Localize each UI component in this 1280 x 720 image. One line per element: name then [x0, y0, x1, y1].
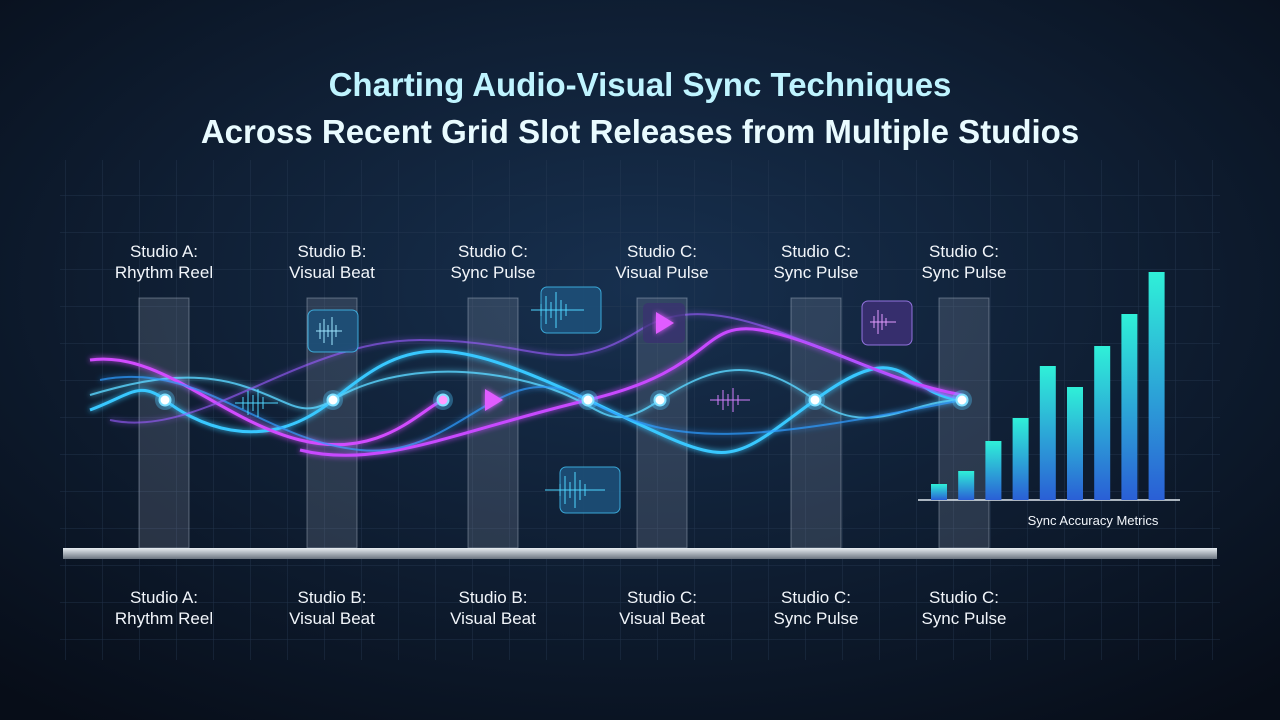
studio-label: Studio C: [627, 242, 697, 261]
studio-label: Studio A: [130, 242, 198, 261]
studio-label: Sync Pulse [773, 609, 858, 628]
title-line: Charting Audio-Visual Sync Techniques [329, 66, 952, 103]
node [436, 393, 450, 407]
studio-label: Sync Pulse [773, 263, 858, 282]
slot-column [938, 297, 990, 549]
bar [1067, 387, 1083, 500]
node [326, 393, 340, 407]
studio-label: Studio B: [298, 242, 367, 261]
bar [931, 484, 947, 500]
studio-label: Visual Beat [450, 609, 536, 628]
studio-labels: Studio A: Rhythm Reel Studio B: Visual Beat… [115, 242, 1007, 628]
node [808, 393, 822, 407]
bar [1148, 272, 1165, 500]
node [581, 393, 595, 407]
bar [1121, 314, 1138, 500]
studio-label: Studio C: [781, 588, 851, 607]
title-line: Across Recent Grid Slot Releases from Mu… [201, 113, 1079, 150]
studio-label: Studio B: [459, 588, 528, 607]
sync-nodes [155, 390, 972, 410]
studio-label: Sync Pulse [450, 263, 535, 282]
studio-label: Sync Pulse [921, 609, 1006, 628]
studio-label: Studio B: [298, 588, 367, 607]
waveform-icons [235, 286, 913, 514]
studio-label: Studio C: [781, 242, 851, 261]
bar [1094, 346, 1111, 500]
studio-label: Visual Beat [289, 609, 375, 628]
bar [958, 471, 975, 500]
chart-label: Sync Accuracy Metrics [1028, 513, 1159, 528]
slot-column [467, 297, 519, 549]
bar [985, 441, 1002, 500]
node [955, 393, 969, 407]
studio-label: Studio C: [929, 588, 999, 607]
bar [1012, 418, 1029, 500]
studio-label: Rhythm Reel [115, 263, 213, 282]
studio-label: Visual Beat [619, 609, 705, 628]
node [653, 393, 667, 407]
studio-label: Studio A: [130, 588, 198, 607]
node [158, 393, 172, 407]
studio-label: Visual Beat [289, 263, 375, 282]
metrics-chart: Sync Accuracy Metrics [918, 272, 1180, 528]
studio-label: Rhythm Reel [115, 609, 213, 628]
timeline-platform [63, 548, 1217, 559]
studio-label: Visual Pulse [615, 263, 708, 282]
studio-label: Studio C: [929, 242, 999, 261]
studio-label: Studio C: [458, 242, 528, 261]
bar [1039, 366, 1056, 500]
studio-label: Sync Pulse [921, 263, 1006, 282]
studio-label: Studio C: [627, 588, 697, 607]
